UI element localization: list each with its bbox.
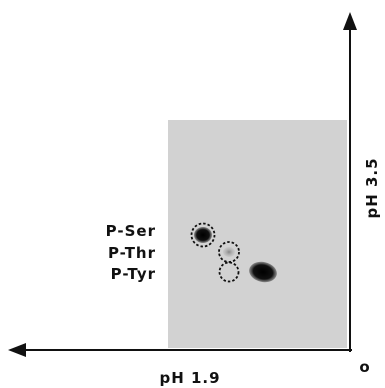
- horizontal-axis-label: pH 1.9: [159, 369, 220, 387]
- origin-label: o: [359, 358, 370, 376]
- figure: P-Ser P-Thr P-Tyr pH 1.9 pH 3.5 o: [0, 0, 385, 388]
- p-thr-spot: [223, 247, 235, 257]
- vertical-arrowhead: [343, 12, 357, 30]
- horizontal-arrowhead: [8, 343, 26, 357]
- spot-label: P-Tyr: [111, 265, 156, 283]
- p-ser-spot: [194, 227, 212, 243]
- spot-label: P-Thr: [108, 244, 156, 262]
- vertical-axis-label: pH 3.5: [363, 157, 381, 218]
- spot-label: P-Ser: [106, 222, 156, 240]
